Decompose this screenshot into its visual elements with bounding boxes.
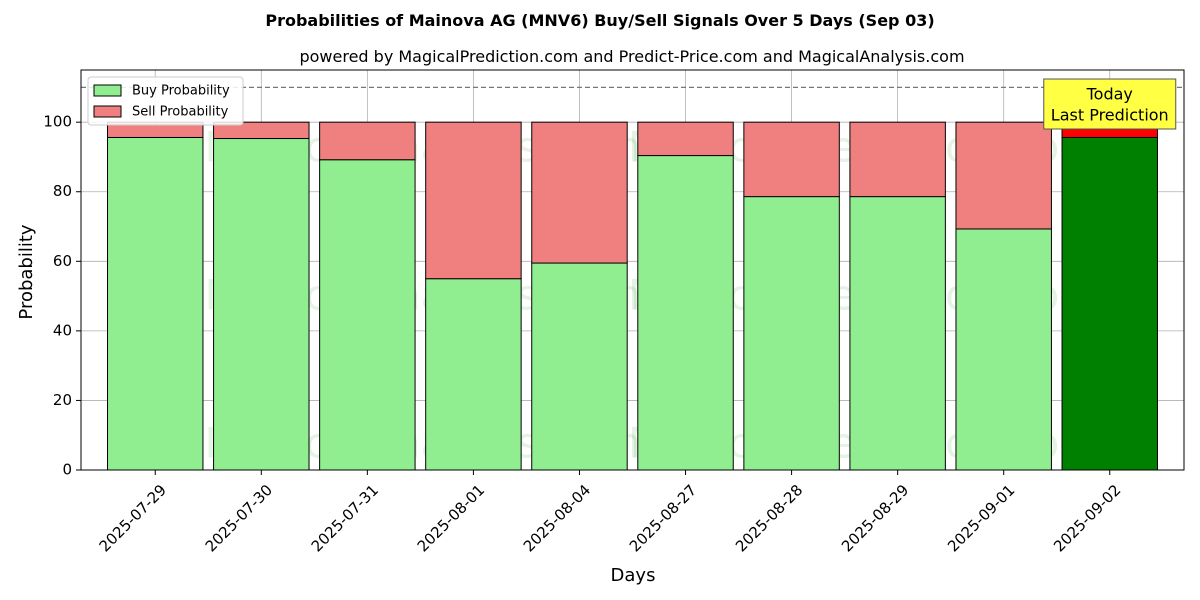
sell-bar	[955, 121, 1052, 230]
buy-bar	[213, 138, 310, 471]
x-tick-label: 2025-07-31	[308, 481, 382, 555]
buy-bar	[743, 196, 840, 471]
buy-bar	[849, 196, 946, 471]
x-tick-label: 2025-08-27	[626, 481, 700, 555]
y-tick-label: 80	[53, 182, 72, 200]
legend-label: Buy Probability	[132, 84, 230, 99]
sell-bar	[849, 121, 946, 198]
y-tick-label: 60	[53, 252, 72, 270]
legend-box	[87, 76, 244, 126]
y-tick-label: 100	[43, 113, 72, 131]
y-tick-label: 40	[53, 321, 72, 339]
x-tick-label: 2025-09-02	[1050, 481, 1124, 555]
x-tick-label: 2025-07-29	[96, 481, 170, 555]
sell-bar	[743, 121, 840, 198]
legend-swatch	[93, 105, 122, 118]
x-axis-label: Days	[611, 565, 656, 586]
buy-bar	[637, 155, 734, 471]
x-tick-label: 2025-08-28	[732, 481, 806, 555]
x-tick-label: 2025-08-04	[520, 481, 594, 555]
sell-bar	[213, 121, 310, 140]
sell-bar	[425, 121, 522, 280]
sell-bar	[319, 121, 416, 161]
buy-bar	[319, 159, 416, 471]
x-tick-label: 2025-09-01	[944, 481, 1018, 555]
legend-label: Sell Probability	[132, 105, 229, 120]
plot-area: MagicalAnalysis.comMagicalPrediction.com…	[43, 69, 1185, 555]
buy-bar	[955, 228, 1052, 471]
annotation-text: Today	[1086, 85, 1133, 104]
y-axis-label: Probability	[16, 224, 37, 319]
annotation-box	[1043, 78, 1177, 130]
chart-title: Probabilities of Mainova AG (MNV6) Buy/S…	[265, 11, 934, 30]
sell-bar	[531, 121, 628, 264]
buy-bar	[1061, 136, 1158, 471]
x-tick-label: 2025-08-29	[838, 481, 912, 555]
y-tick-label: 20	[53, 391, 72, 409]
sell-bar	[637, 121, 734, 157]
x-tick-label: 2025-08-01	[414, 481, 488, 555]
buy-bar	[425, 278, 522, 471]
annotation-text: Last Prediction	[1051, 106, 1169, 125]
buy-bar	[107, 136, 204, 471]
buy-bar	[531, 262, 628, 471]
x-tick-label: 2025-07-30	[202, 481, 276, 555]
y-tick-label: 0	[62, 461, 72, 479]
legend-swatch	[93, 84, 122, 97]
chart-subtitle: powered by MagicalPrediction.com and Pre…	[299, 47, 964, 66]
plot-frame	[80, 69, 1185, 471]
